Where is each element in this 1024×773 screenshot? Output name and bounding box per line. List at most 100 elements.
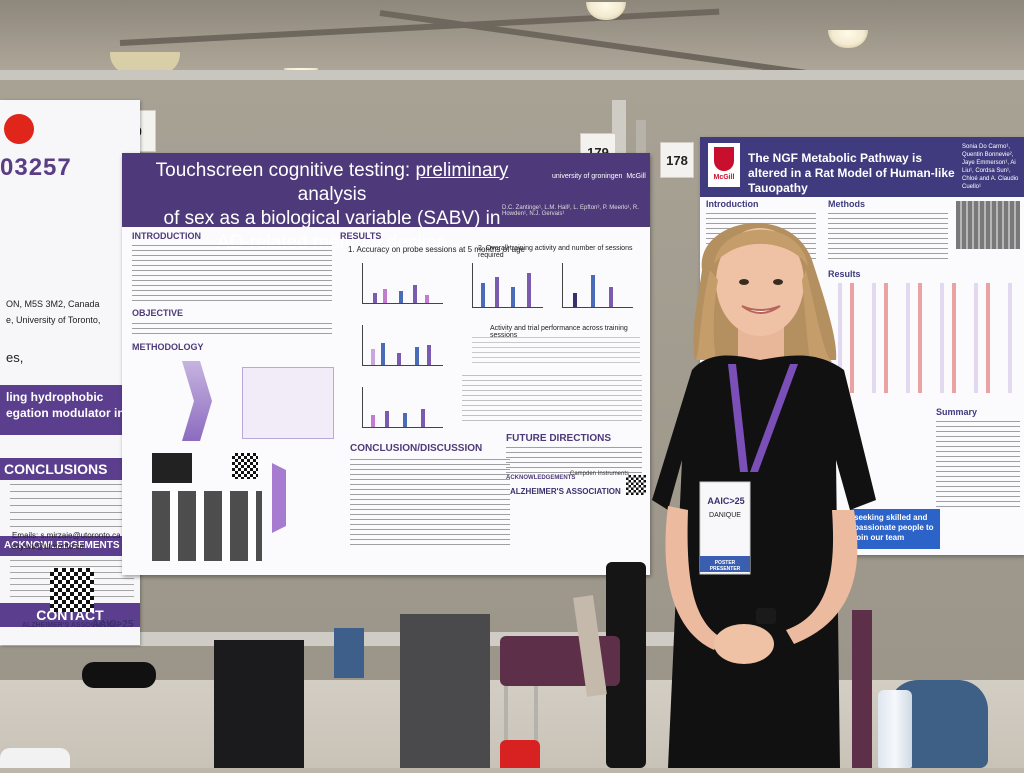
- chart-bar: [383, 289, 387, 303]
- chart-bar: [371, 415, 375, 427]
- title-underlined: preliminary: [415, 160, 509, 181]
- touchscreen-image: [152, 453, 192, 483]
- left-poster-affiliation: e, University of Toronto,: [6, 315, 101, 325]
- section-heading: Introduction: [706, 199, 759, 209]
- activity-chart: [472, 337, 640, 367]
- chart-bar: [397, 353, 401, 365]
- section-heading: OBJECTIVE: [132, 308, 184, 318]
- accuracy-chart: [362, 387, 443, 428]
- conclusions-heading: CONCLUSIONS: [0, 458, 140, 480]
- chart-bar: [413, 285, 417, 303]
- results-subheading: 2. Overall training activity and number …: [478, 245, 633, 259]
- chart-bar: [481, 283, 485, 307]
- accuracy-chart: [362, 325, 443, 366]
- email-line: sxy.wu@utoronto.ca: [12, 542, 85, 551]
- section-heading: FUTURE DIRECTIONS: [506, 433, 611, 444]
- section-heading: Methods: [828, 199, 865, 209]
- alz-association-logo: ALZHEIMER'S ASSOCIATION: [510, 487, 621, 496]
- training-chart: [562, 263, 633, 308]
- acknowledgements-heading: ACKNOWLEDGEMENTS: [0, 536, 140, 556]
- right-poster-title: The NGF Metabolic Pathway is altered in …: [748, 151, 955, 195]
- section-heading: INTRODUCTION: [132, 231, 201, 241]
- ceiling-lamp: [110, 52, 180, 74]
- highlight-line: ling hydrophobic: [6, 390, 104, 404]
- chart-bar: [381, 343, 385, 365]
- person-legs: [400, 614, 490, 768]
- red-bag: [500, 740, 540, 768]
- ceiling-truss: [119, 8, 720, 46]
- presenter: AAIC>25 DANIQUE POSTER PRESENTER: [640, 210, 900, 768]
- left-poster-emails: Emails: s.mirzaie@utoronto.ca sxy.wu@uto…: [12, 530, 132, 552]
- chart-bar: [591, 275, 595, 307]
- chart-bar: [399, 291, 403, 303]
- accuracy-chart: [362, 263, 443, 304]
- chart-bar: [609, 287, 613, 307]
- left-poster-highlight: ling hydrophobic egation modulator in: [0, 385, 140, 435]
- title-part: Touchscreen cognitive testing:: [155, 160, 416, 181]
- chair-leg: [504, 686, 508, 768]
- highlight-line: egation modulator in: [6, 406, 125, 420]
- mcgill-wordmark: McGill: [713, 174, 735, 181]
- activity-caption: Activity and trial performance across tr…: [490, 325, 628, 339]
- ceiling-lamp: [828, 30, 868, 48]
- mcgill-crest-icon: [714, 147, 734, 171]
- methodology-chevron: [182, 361, 212, 441]
- poster-number-card: 178: [660, 142, 694, 178]
- results-subheading: 1. Accuracy on probe sessions at 5 month…: [348, 245, 525, 254]
- badge-ribbon: POSTER PRESENTER: [709, 560, 741, 572]
- section-heading: METHODOLOGY: [132, 342, 204, 352]
- person-legs: [334, 628, 364, 678]
- chart-bar: [385, 411, 389, 427]
- presenter-figure: [652, 222, 876, 768]
- training-stages-figure: [152, 491, 262, 561]
- section-heading: RESULTS: [340, 231, 382, 241]
- alz-association-logo: ALZHEIMER'S ASSOCIATION: [22, 622, 119, 629]
- red-dot-marker: [4, 114, 34, 144]
- water-bottle: [878, 690, 912, 768]
- mcgill-logo: McGill: [626, 173, 646, 180]
- conclusions-text: [10, 484, 134, 530]
- figure-legends: [462, 375, 642, 425]
- person-shoe: [82, 662, 156, 688]
- chair-leg: [534, 686, 538, 768]
- right-poster-authors: Sonia Do Carmo¹, Quentin Bonnevie², Jaye…: [962, 144, 1019, 190]
- chart-bar: [371, 349, 375, 365]
- chart-bar: [421, 409, 425, 427]
- badge-event: AAIC>25: [707, 496, 745, 506]
- chart-bar: [495, 277, 499, 307]
- methodology-flow: [242, 367, 334, 439]
- chart-bar: [427, 345, 431, 365]
- qr-code: [626, 475, 646, 495]
- left-poster-text: es,: [6, 350, 24, 365]
- left-poster-id: 03257: [0, 154, 72, 181]
- aaic-logo: AAIC>25: [92, 619, 134, 630]
- left-poster: 03257 ON, M5S 3M2, Canada e, University …: [0, 100, 140, 645]
- methods-text: [828, 213, 948, 263]
- ceiling-lamp: [586, 2, 626, 20]
- title-part: analysis: [297, 184, 367, 205]
- qr-code: [232, 453, 258, 479]
- section-heading: CONCLUSION/DISCUSSION: [350, 443, 483, 454]
- center-poster: Touchscreen cognitive testing: prelimina…: [122, 153, 650, 575]
- title-line: of sex as a biological variable (SABV) i…: [163, 208, 501, 229]
- conclusion-text: [350, 459, 510, 549]
- section-heading: Results: [828, 269, 861, 279]
- chart-bar: [425, 295, 429, 303]
- training-chart: [472, 263, 543, 308]
- left-poster-address: ON, M5S 3M2, Canada: [6, 299, 100, 309]
- center-poster-header: Touchscreen cognitive testing: prelimina…: [122, 153, 650, 253]
- white-shoe: [0, 748, 70, 768]
- chart-bar: [403, 413, 407, 427]
- summary-text: [936, 421, 1020, 511]
- objective-text: [132, 323, 332, 335]
- board-top-rail: [0, 70, 1024, 80]
- mcgill-logo: McGill: [708, 143, 740, 187]
- introduction-text: [132, 245, 332, 303]
- results-figures: [828, 283, 1018, 393]
- campden-logo: Campden Instruments: [570, 471, 630, 477]
- chart-bar: [527, 273, 531, 307]
- stage-arrow: [272, 463, 286, 533]
- hiring-note: seeking skilled and passionate people to…: [850, 509, 940, 549]
- email-line: Emails: s.mirzaie@utoronto.ca: [12, 531, 121, 540]
- groningen-logo: university of groningen: [552, 173, 623, 180]
